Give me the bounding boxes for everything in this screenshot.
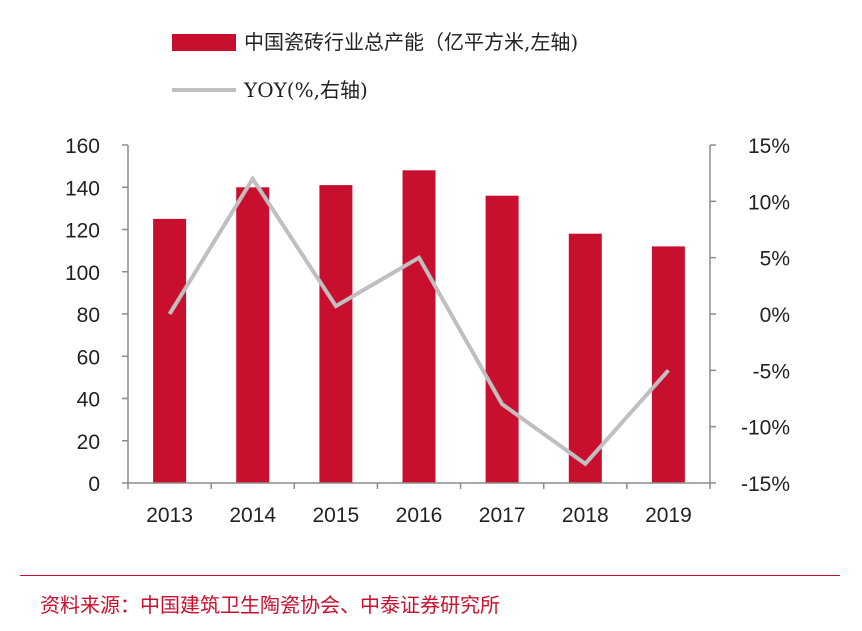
- axes: 0 20 40 60 80 100 120 140 160 -15% -10% -5% 0% 5% 10% 1…: [65, 135, 790, 527]
- source-note: 资料来源：中国建筑卫生陶瓷协会、中泰证券研究所: [40, 593, 500, 617]
- bar-2013: [153, 218, 187, 483]
- x-tick-label: 2016: [396, 504, 443, 527]
- left-tick-label: 0: [88, 473, 100, 496]
- right-tick-label: 10%: [748, 191, 790, 214]
- x-tick-label: 2013: [146, 504, 193, 527]
- left-tick-label: 140: [65, 177, 100, 200]
- x-tick-label: 2017: [479, 504, 526, 527]
- left-tick-label: 120: [65, 220, 100, 243]
- source-divider: [20, 575, 840, 576]
- bar-2018: [568, 233, 602, 483]
- bar-2017: [485, 195, 519, 483]
- left-tick-label: 80: [77, 304, 100, 327]
- left-tick-label: 40: [77, 389, 100, 412]
- right-tick-label: 15%: [748, 135, 790, 158]
- legend: 中国瓷砖行业总产能（亿平方米,左轴) YOY(%,右轴): [172, 30, 578, 102]
- right-tick-label: -10%: [741, 417, 790, 440]
- x-tick-label: 2014: [229, 504, 276, 527]
- right-tick-label: 5%: [760, 248, 790, 271]
- bar-2019: [651, 246, 685, 483]
- legend-line-label: YOY(%,右轴): [243, 78, 368, 102]
- legend-bar-swatch: [172, 34, 236, 51]
- bar-2016: [402, 170, 436, 484]
- left-tick-label: 100: [65, 262, 100, 285]
- x-tick-label: 2019: [645, 504, 692, 527]
- left-tick-label: 160: [65, 135, 100, 158]
- right-tick-label: -5%: [753, 360, 790, 383]
- left-tick-label: 20: [77, 431, 100, 454]
- x-tick-label: 2018: [562, 504, 609, 527]
- right-tick-label: -15%: [741, 473, 790, 496]
- yoy-line-series: [167, 175, 670, 467]
- left-tick-label: 60: [77, 346, 100, 369]
- bar-2015: [319, 185, 353, 483]
- legend-bar-label: 中国瓷砖行业总产能（亿平方米,左轴): [244, 30, 578, 54]
- x-tick-label: 2015: [312, 504, 359, 527]
- bar-2014: [236, 187, 270, 484]
- bar-series: [153, 170, 685, 484]
- right-tick-label: 0%: [760, 304, 790, 327]
